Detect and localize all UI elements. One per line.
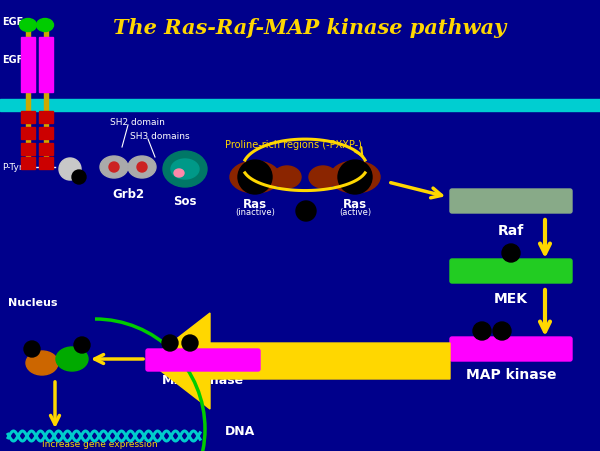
Ellipse shape bbox=[128, 156, 156, 179]
Circle shape bbox=[473, 322, 491, 340]
Ellipse shape bbox=[330, 161, 380, 193]
Text: P: P bbox=[79, 341, 85, 350]
Ellipse shape bbox=[19, 19, 37, 32]
Text: Nucleus: Nucleus bbox=[8, 297, 58, 307]
Ellipse shape bbox=[309, 166, 337, 189]
Circle shape bbox=[162, 335, 178, 351]
Ellipse shape bbox=[26, 351, 58, 375]
Polygon shape bbox=[148, 313, 450, 409]
Text: GDP: GDP bbox=[244, 173, 266, 182]
Text: P: P bbox=[187, 339, 193, 348]
Text: P: P bbox=[167, 339, 173, 348]
Text: (inactive): (inactive) bbox=[235, 207, 275, 216]
Circle shape bbox=[502, 244, 520, 262]
Circle shape bbox=[182, 335, 198, 351]
Bar bbox=[44, 30, 48, 160]
Text: P: P bbox=[479, 327, 485, 336]
Ellipse shape bbox=[56, 347, 88, 371]
FancyBboxPatch shape bbox=[146, 349, 260, 371]
Text: P: P bbox=[29, 345, 35, 354]
Ellipse shape bbox=[273, 166, 301, 189]
Text: DNA: DNA bbox=[225, 424, 255, 437]
Text: Proline-rich regions (-PXXP-): Proline-rich regions (-PXXP-) bbox=[224, 140, 361, 150]
Text: MEK: MEK bbox=[494, 291, 528, 305]
Text: The Ras-Raf-MAP kinase pathway: The Ras-Raf-MAP kinase pathway bbox=[113, 18, 506, 38]
FancyBboxPatch shape bbox=[450, 259, 572, 283]
Circle shape bbox=[74, 337, 90, 353]
Bar bbox=[39, 144, 53, 156]
FancyBboxPatch shape bbox=[450, 337, 572, 361]
Bar bbox=[39, 158, 53, 170]
Text: Raf: Raf bbox=[498, 224, 524, 238]
Bar bbox=[39, 112, 53, 124]
Text: MAP kinase: MAP kinase bbox=[466, 367, 556, 381]
Ellipse shape bbox=[163, 152, 207, 188]
Text: EGF: EGF bbox=[2, 17, 23, 27]
Bar bbox=[26, 30, 30, 160]
Text: SH2 domain: SH2 domain bbox=[110, 118, 165, 127]
Text: P: P bbox=[499, 327, 505, 336]
Ellipse shape bbox=[230, 161, 280, 193]
Text: MAP kinase: MAP kinase bbox=[163, 373, 244, 386]
Circle shape bbox=[238, 161, 272, 194]
Text: P-Tyr: P-Tyr bbox=[2, 163, 23, 172]
Text: Ras: Ras bbox=[243, 198, 267, 211]
Text: Ras: Ras bbox=[343, 198, 367, 211]
Text: SH3 domains: SH3 domains bbox=[130, 132, 190, 141]
Circle shape bbox=[296, 202, 316, 221]
Text: EGFR: EGFR bbox=[2, 55, 31, 65]
Text: Grb2: Grb2 bbox=[112, 188, 144, 201]
Circle shape bbox=[72, 170, 86, 184]
Text: Pi: Pi bbox=[302, 207, 310, 216]
Text: Tyr: Tyr bbox=[65, 166, 75, 173]
Circle shape bbox=[338, 161, 372, 194]
Ellipse shape bbox=[37, 19, 53, 32]
FancyBboxPatch shape bbox=[450, 189, 572, 213]
Ellipse shape bbox=[100, 156, 128, 179]
Bar bbox=[39, 128, 53, 140]
Text: GTP: GTP bbox=[345, 173, 365, 182]
Bar bbox=[21, 38, 35, 93]
Bar bbox=[21, 112, 35, 124]
Bar bbox=[39, 38, 53, 93]
Text: fos: fos bbox=[33, 358, 51, 368]
Text: Increase gene expression: Increase gene expression bbox=[42, 439, 158, 448]
Bar bbox=[0, 100, 600, 112]
Text: P: P bbox=[77, 175, 81, 180]
Circle shape bbox=[109, 163, 119, 173]
Text: Sos: Sos bbox=[173, 194, 197, 207]
Circle shape bbox=[59, 159, 81, 180]
Ellipse shape bbox=[171, 160, 199, 179]
Bar bbox=[21, 128, 35, 140]
Bar bbox=[21, 158, 35, 170]
Circle shape bbox=[137, 163, 147, 173]
Bar bbox=[21, 144, 35, 156]
Text: (active): (active) bbox=[339, 207, 371, 216]
Text: jun: jun bbox=[63, 354, 81, 364]
Circle shape bbox=[24, 341, 40, 357]
Circle shape bbox=[493, 322, 511, 340]
Text: P: P bbox=[508, 249, 514, 258]
Ellipse shape bbox=[174, 170, 184, 178]
